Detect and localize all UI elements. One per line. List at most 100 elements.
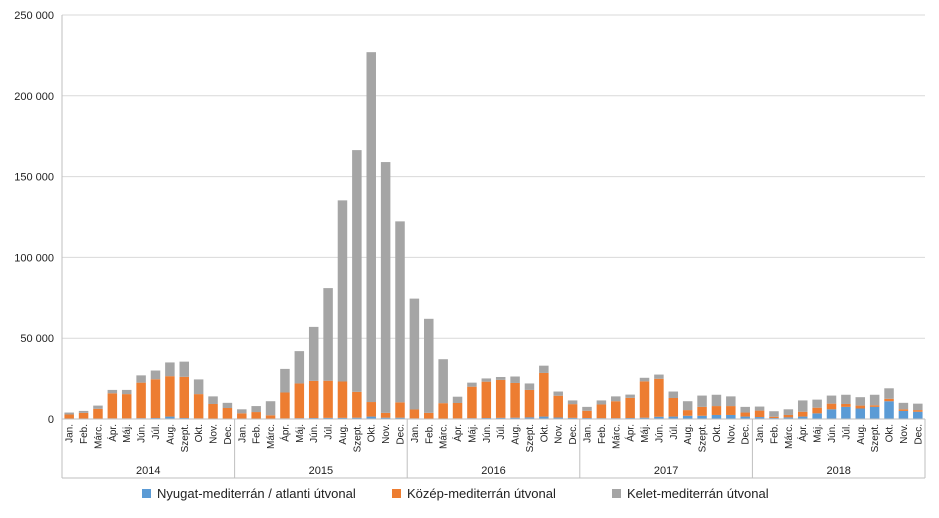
bar-segment-series-2 <box>884 388 894 399</box>
bar-segment-series-0 <box>711 414 722 419</box>
month-tick-label: Okt. <box>539 424 550 442</box>
month-tick-label: Jún. <box>654 424 665 443</box>
month-tick-label: Jún. <box>137 424 148 443</box>
month-tick-label: Aug. <box>338 424 349 445</box>
bar-segment-series-1 <box>280 392 290 419</box>
month-tick-label: Nov. <box>381 424 392 444</box>
bar-segment-series-0 <box>697 415 707 419</box>
month-tick-label: Aug. <box>683 424 694 445</box>
bar-segment-series-1 <box>64 414 74 419</box>
y-tick-label: 100 000 <box>14 252 54 264</box>
bar-segment-series-2 <box>567 400 578 405</box>
bar-segment-series-2 <box>754 406 765 411</box>
month-tick-label: Szept. <box>352 424 363 452</box>
bar-segment-series-2 <box>898 402 909 410</box>
bar-segment-series-1 <box>524 389 535 418</box>
bar-segment-series-1 <box>467 386 477 419</box>
bar-segment-series-1 <box>495 379 506 418</box>
month-tick-label: Okt. <box>367 424 378 442</box>
month-tick-label: Aug. <box>165 424 176 445</box>
month-tick-label: Ápr. <box>278 424 291 442</box>
month-tick-label: Júl. <box>496 424 507 440</box>
month-tick-label: Szept. <box>180 424 191 452</box>
legend-label-west-med: Nyugat-mediterrán / atlanti útvonal <box>157 486 356 501</box>
bar-segment-series-1 <box>682 410 693 416</box>
y-tick-label: 200 000 <box>14 91 54 103</box>
bar-segment-series-1 <box>452 403 463 419</box>
bar-segment-series-0 <box>539 416 549 419</box>
bar-segment-series-2 <box>726 396 736 407</box>
month-tick-label: Dec. <box>568 424 579 445</box>
bar-segment-series-2 <box>251 406 261 413</box>
y-tick-label: 0 <box>48 414 54 426</box>
bar-segment-series-1 <box>395 402 405 418</box>
month-tick-label: Feb. <box>769 424 780 444</box>
bar-segment-series-2 <box>495 376 506 380</box>
month-tick-label: Márc. <box>439 424 450 449</box>
bar-segment-series-2 <box>855 397 866 406</box>
month-tick-label: Nov. <box>554 424 565 444</box>
bar-segment-series-2 <box>165 362 175 377</box>
bar-segment-series-2 <box>107 389 118 394</box>
y-tick-label: 150 000 <box>14 172 54 184</box>
month-tick-label: Okt. <box>194 424 205 442</box>
bar-segment-series-2 <box>913 403 923 411</box>
legend-swatch-east-med <box>612 489 621 498</box>
bar-segment-series-1 <box>93 408 103 419</box>
bar-segment-series-1 <box>711 406 722 415</box>
bar-segment-series-1 <box>265 415 276 419</box>
month-tick-label: Jún. <box>482 424 493 443</box>
month-tick-label: Okt. <box>885 424 896 442</box>
year-label: 2017 <box>654 465 678 477</box>
bar-segment-series-1 <box>654 378 664 417</box>
month-tick-label: Máj. <box>122 424 133 443</box>
bar-segment-series-2 <box>481 378 492 382</box>
bar-segment-series-2 <box>294 351 305 384</box>
bar-segment-series-1 <box>553 395 563 418</box>
y-tick-label: 250 000 <box>14 10 54 22</box>
month-tick-label: Okt. <box>712 424 723 442</box>
bar-segment-series-2 <box>841 394 851 404</box>
bar-segment-series-0 <box>754 417 765 419</box>
month-tick-label: Ápr. <box>624 424 637 442</box>
bar-segment-series-2 <box>208 396 218 404</box>
month-tick-label: Máj. <box>640 424 651 443</box>
year-label: 2018 <box>826 465 850 477</box>
bar-segment-series-2 <box>596 400 607 405</box>
bar-segment-series-2 <box>222 402 233 409</box>
bar-segment-series-1 <box>769 416 779 419</box>
bar-segment-series-1 <box>855 405 866 409</box>
bar-segment-series-1 <box>841 403 851 407</box>
bar-segment-series-2 <box>308 326 319 381</box>
bar-segment-series-2 <box>467 382 477 387</box>
bar-segment-series-2 <box>409 298 420 410</box>
bar-segment-series-1 <box>611 401 621 419</box>
x-axis-year-labels: 2014 2015 2016 2017 2018 <box>61 419 926 478</box>
month-tick-label: Feb. <box>252 424 263 444</box>
month-tick-label: Dec. <box>913 424 924 445</box>
bar-segment-series-2 <box>78 410 89 413</box>
month-tick-label: Ápr. <box>451 424 464 442</box>
bar-segment-series-1 <box>884 398 894 402</box>
bar-segment-series-0 <box>913 411 923 419</box>
year-label: 2016 <box>481 465 505 477</box>
month-tick-label: Ápr. <box>106 424 119 442</box>
bar-segment-series-0 <box>639 417 650 419</box>
bar-segment-series-0 <box>668 416 679 419</box>
bar-segment-series-0 <box>841 406 851 419</box>
month-tick-label: Jan. <box>237 424 248 443</box>
x-axis-month-labels: Jan. Feb. Márc. Ápr. Máj. Jún. Júl. Aug. Szept. O… <box>65 424 925 452</box>
bar-segment-series-2 <box>797 400 808 412</box>
month-tick-label: Feb. <box>597 424 608 444</box>
bar-segment-series-2 <box>136 375 146 383</box>
month-tick-label: Nov. <box>726 424 737 444</box>
bar-segment-series-2 <box>740 406 750 413</box>
bar-segment-series-0 <box>553 417 563 419</box>
bar-segment-series-1 <box>337 381 348 418</box>
bar-segment-series-0 <box>869 406 880 419</box>
bar-segment-series-0 <box>165 416 175 419</box>
bar-segment-series-1 <box>625 397 635 419</box>
bar-segment-series-2 <box>697 395 707 407</box>
bar-segment-series-1 <box>438 403 448 419</box>
bar-segment-series-1 <box>639 381 650 418</box>
